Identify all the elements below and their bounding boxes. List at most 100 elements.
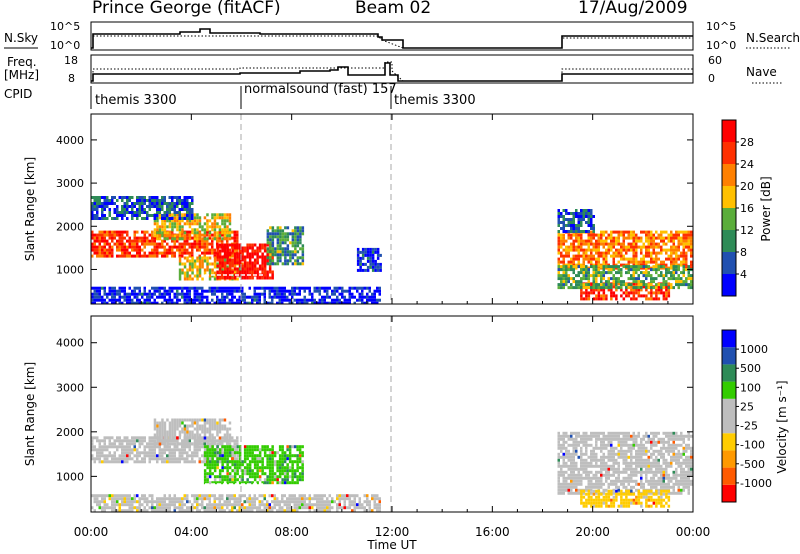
x-tick-1: 04:00: [174, 525, 209, 539]
velocity-cbar-tick-6: -500: [740, 458, 765, 471]
power-cbar-tick-2: 20: [740, 180, 754, 193]
velocity-cbar-cell-2: [722, 450, 736, 468]
velocity-ylabel: Slant Range [km]: [23, 362, 37, 466]
power-cbar-cell-0: [722, 274, 736, 296]
velocity-cbar-tick-1: 500: [740, 362, 761, 375]
power-cbar-cell-6: [722, 142, 736, 164]
x-tick-3: 12:00: [375, 525, 410, 539]
power-cbar-tick-0: 28: [740, 136, 754, 149]
velocity-y-axis: 1000 2000 3000 4000: [56, 337, 693, 483]
velocity-data: [91, 418, 693, 512]
x-axis: 00:00 04:00 08:00 12:00 16:00 20:00 00:00: [74, 114, 711, 539]
power-cbar-label: Power [dB]: [759, 176, 773, 241]
power-colorbar: 28 24 20 16 12 8 4: [721, 119, 754, 297]
nsky-line: [91, 28, 693, 49]
velocity-cbar-cell-0: [722, 484, 736, 502]
velocity-region-4: [91, 494, 381, 512]
velocity-cbar-tick-3: 25: [740, 400, 754, 413]
velocity-cbar-cell-7: [722, 364, 736, 382]
power-cbar-cell-5: [722, 164, 736, 186]
power-ytick-3: 4000: [56, 134, 84, 147]
plot-title: Prince George (fitACF): [92, 0, 281, 18]
velocity-ytick-2: 3000: [56, 381, 84, 394]
velocity-ytick-3: 4000: [56, 337, 84, 350]
power-region-1: [91, 230, 239, 258]
nsky-label: N.Sky: [4, 31, 38, 45]
velocity-ytick-1: 2000: [56, 426, 84, 439]
velocity-region-6: [580, 489, 671, 508]
velocity-cbar-tick-4: -25: [740, 420, 758, 433]
velocity-cbar-cell-1: [722, 467, 736, 485]
power-region-7: [91, 286, 381, 304]
velocity-cbar-cell-5: [722, 398, 736, 416]
cpid-segment-2: normalsound (fast) 157: [244, 82, 397, 97]
velocity-ytick-0: 1000: [56, 470, 84, 483]
velocity-region-2: [153, 418, 232, 446]
power-region-12: [557, 209, 595, 233]
power-cbar-cell-3: [722, 208, 736, 230]
power-region-8: [356, 247, 382, 272]
power-region-11: [557, 265, 693, 290]
velocity-cbar-tick-7: -1000: [740, 477, 772, 490]
x-tick-6: 00:00: [676, 525, 711, 539]
velocity-colorbar: 1000 500 100 25 -25 -100 -500 -1000: [721, 329, 772, 503]
velocity-region-3: [203, 445, 304, 485]
velocity-cbar-tick-0: 1000: [740, 343, 768, 356]
power-ylabel: Slant Range [km]: [23, 157, 37, 261]
nsearch-line: [91, 35, 693, 49]
power-region-5: [216, 243, 274, 280]
nave-label: Nave: [746, 65, 777, 79]
nave-tick-top: 60: [708, 54, 722, 67]
power-region-9: [557, 230, 693, 270]
power-cbar-cell-2: [722, 230, 736, 252]
power-cbar-tick-6: 4: [740, 268, 747, 281]
velocity-cbar-label: Velocity [m s⁻¹]: [775, 380, 789, 473]
freq-tick-bottom: 8: [68, 72, 75, 85]
nsearch-tick-top: 10^5: [706, 20, 736, 33]
cpid-label: CPID: [4, 87, 32, 101]
power-region-3: [91, 196, 194, 220]
power-cbar-cell-7: [722, 120, 736, 142]
velocity-region-5: [557, 431, 693, 495]
power-region-6: [266, 226, 305, 266]
power-y-axis: 1000 2000 3000 4000: [56, 134, 693, 276]
power-ytick-2: 3000: [56, 177, 84, 190]
velocity-cbar-cell-8: [722, 347, 736, 365]
cpid-segment-1: themis 3300: [95, 93, 177, 108]
x-axis-label: Time UT: [366, 538, 417, 552]
velocity-cbar-cell-6: [722, 381, 736, 399]
velocity-cbar-cell-4: [722, 416, 736, 434]
velocity-panel: 1000 2000 3000 4000 Slant Range [km] 1000 50…: [23, 315, 789, 513]
nsky-tick-bottom: 10^0: [50, 39, 80, 52]
power-cbar-tick-1: 24: [740, 158, 754, 171]
x-tick-0: 00:00: [74, 525, 109, 539]
power-ytick-1: 2000: [56, 220, 84, 233]
freq-label-2: [MHz]: [4, 68, 39, 82]
x-tick-4: 16:00: [475, 525, 510, 539]
beam-label: Beam 02: [355, 0, 431, 18]
x-tick-5: 20:00: [575, 525, 610, 539]
freq-line: [91, 62, 693, 82]
power-data: [91, 196, 693, 304]
power-cbar-cell-1: [722, 252, 736, 274]
nsky-panel: N.Sky 10^5 10^0 N.Search 10^5 10^0: [4, 20, 800, 52]
velocity-cbar-cell-9: [722, 330, 736, 348]
nsearch-tick-bottom: 10^0: [706, 39, 736, 52]
nsearch-label: N.Search: [746, 31, 800, 45]
nave-tick-bottom: 0: [708, 72, 715, 85]
velocity-cbar-tick-2: 100: [740, 381, 761, 394]
power-cbar-tick-4: 12: [740, 224, 754, 237]
cpid-panel: CPID themis 3300 normalsound (fast) 157 …: [4, 82, 476, 109]
cpid-segment-3: themis 3300: [394, 93, 476, 108]
velocity-cbar-tick-5: -100: [740, 439, 765, 452]
nave-line: [91, 61, 693, 82]
velocity-cbar-cell-3: [722, 433, 736, 451]
freq-tick-top: 18: [64, 54, 78, 67]
power-cbar-tick-3: 16: [740, 202, 754, 215]
power-cbar-tick-5: 8: [740, 246, 747, 259]
nsky-tick-top: 10^5: [50, 20, 80, 33]
x-tick-2: 08:00: [274, 525, 309, 539]
freq-label-1: Freq.: [7, 55, 37, 69]
freq-panel: Freq. [MHz] 18 8 Nave 60 0: [4, 54, 782, 85]
